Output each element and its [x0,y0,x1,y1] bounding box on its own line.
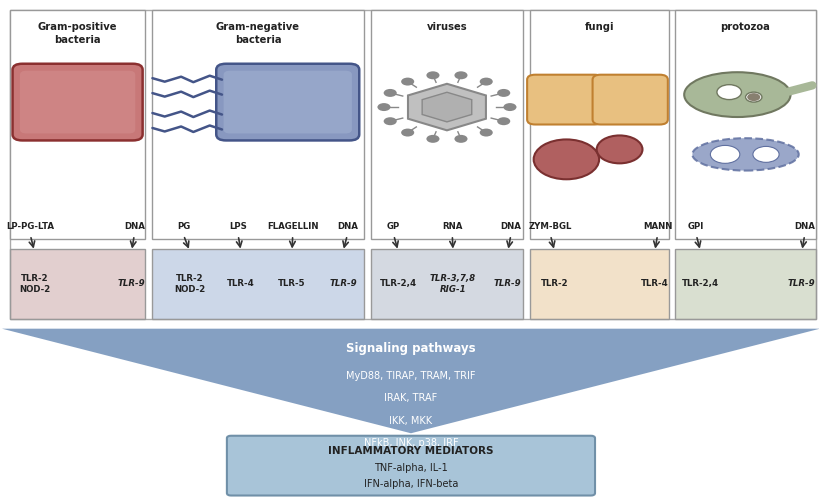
FancyBboxPatch shape [216,64,359,140]
Bar [10,249,145,319]
Text: TLR-3,7,8
RIG-1: TLR-3,7,8 RIG-1 [429,274,476,294]
Bar [529,249,667,319]
FancyBboxPatch shape [224,71,351,133]
Text: DNA: DNA [500,222,521,231]
Bar [370,249,523,319]
Text: GPI: GPI [687,222,704,231]
Text: IKK, MKK: IKK, MKK [389,416,432,426]
Text: TLR-9: TLR-9 [118,279,145,288]
Circle shape [716,85,740,100]
Circle shape [377,103,390,111]
Circle shape [496,89,509,97]
FancyBboxPatch shape [227,436,595,496]
Circle shape [744,92,761,102]
Text: Gram-positive
bacteria: Gram-positive bacteria [38,22,117,45]
Bar [10,10,145,239]
Bar [529,10,667,239]
FancyArrowPatch shape [788,85,812,92]
Circle shape [400,78,414,86]
Text: TLR-2: TLR-2 [541,279,568,288]
Text: MyD88, TIRAP, TRAM, TRIF: MyD88, TIRAP, TRAM, TRIF [346,371,475,381]
FancyBboxPatch shape [20,71,135,133]
Text: TLR-2,4: TLR-2,4 [379,279,416,288]
Text: LPS: LPS [229,222,247,231]
Text: TLR-5: TLR-5 [278,279,305,288]
Polygon shape [422,92,471,122]
Text: IFN-alpha, IFN-beta: IFN-alpha, IFN-beta [364,479,458,489]
Circle shape [426,135,439,143]
Circle shape [383,89,396,97]
Circle shape [454,135,467,143]
Circle shape [426,71,439,79]
Text: fungi: fungi [584,22,613,32]
Text: NFkB, JNK, p38, IRF: NFkB, JNK, p38, IRF [363,438,458,448]
Bar [674,249,815,319]
Text: TLR-9: TLR-9 [787,279,815,288]
Text: Signaling pathways: Signaling pathways [346,342,475,355]
Text: TLR-4: TLR-4 [640,279,667,288]
FancyBboxPatch shape [592,75,667,124]
Polygon shape [408,84,486,130]
Text: INFLAMMATORY MEDIATORS: INFLAMMATORY MEDIATORS [328,446,493,456]
Text: DNA: DNA [337,222,357,231]
Text: IRAK, TRAF: IRAK, TRAF [384,393,437,403]
Circle shape [454,71,467,79]
Circle shape [503,103,516,111]
Circle shape [479,128,492,136]
Text: TLR-2
NOD-2: TLR-2 NOD-2 [19,274,50,294]
Circle shape [400,128,414,136]
Bar [674,10,815,239]
Ellipse shape [683,72,790,117]
Text: TLR-2
NOD-2: TLR-2 NOD-2 [174,274,206,294]
Circle shape [596,135,642,163]
Text: TLR-9: TLR-9 [493,279,521,288]
Bar [370,10,523,239]
Text: LP-PG-LTA: LP-PG-LTA [7,222,54,231]
Text: TLR-2,4: TLR-2,4 [681,279,718,288]
Polygon shape [2,329,819,433]
Circle shape [533,139,599,179]
Circle shape [752,146,778,162]
Text: ZYM-BGL: ZYM-BGL [528,222,572,231]
Bar [152,249,364,319]
Circle shape [383,117,396,125]
Text: MANN: MANN [642,222,672,231]
Circle shape [746,93,759,101]
Text: FLAGELLIN: FLAGELLIN [267,222,318,231]
Text: DNA: DNA [794,222,814,231]
Text: DNA: DNA [124,222,144,231]
Text: TLR-4: TLR-4 [227,279,255,288]
Text: RNA: RNA [441,222,462,231]
Bar [10,10,815,319]
Text: viruses: viruses [426,22,467,32]
FancyBboxPatch shape [527,75,602,124]
Text: TLR-9: TLR-9 [329,279,356,288]
Text: Gram-negative
bacteria: Gram-negative bacteria [215,22,300,45]
Text: TNF-alpha, IL-1: TNF-alpha, IL-1 [373,463,447,473]
Circle shape [479,78,492,86]
Text: GP: GP [387,222,400,231]
Ellipse shape [691,138,798,170]
Circle shape [496,117,509,125]
Circle shape [709,145,739,163]
Text: PG: PG [177,222,190,231]
FancyBboxPatch shape [12,64,143,140]
Text: protozoa: protozoa [720,22,770,32]
Bar [152,10,364,239]
